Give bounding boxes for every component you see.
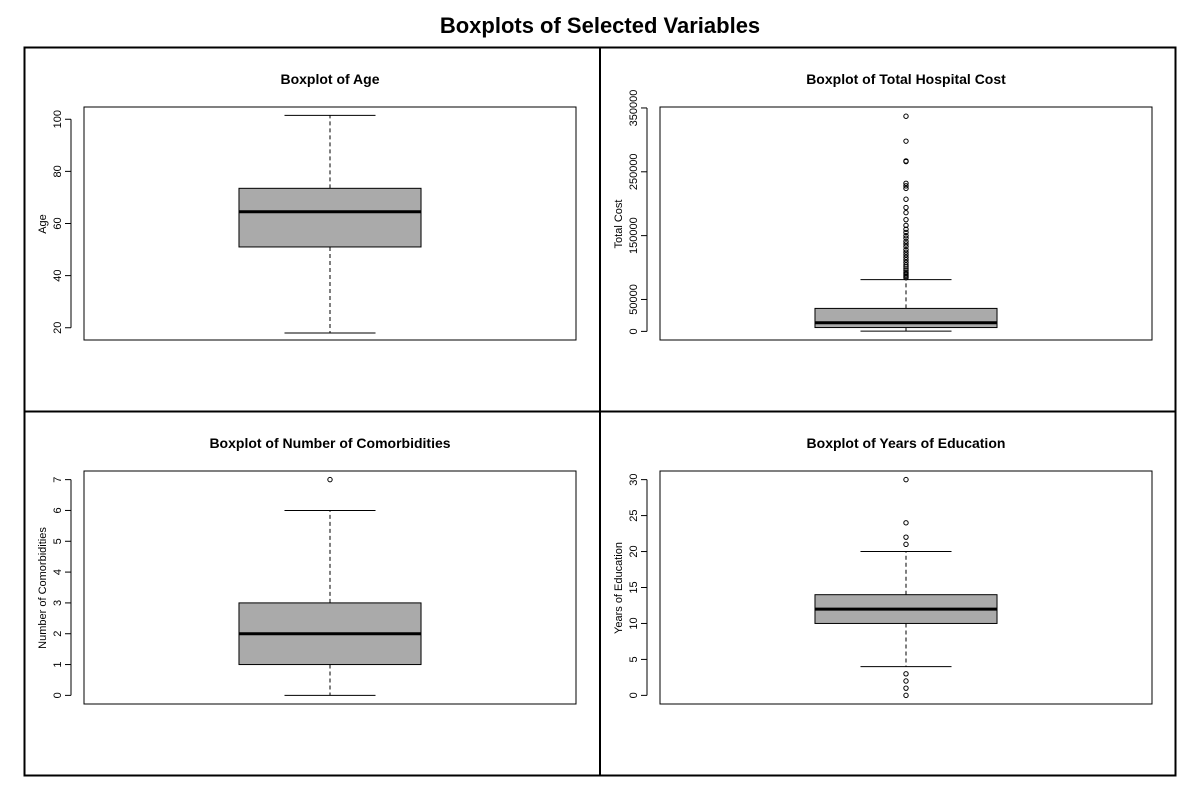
y-tick-label: 6 — [52, 507, 64, 513]
outlier-point — [903, 685, 909, 691]
outlier-point — [903, 238, 909, 245]
outlier-point — [903, 138, 909, 144]
y-tick-label: 7 — [52, 477, 64, 483]
outlier-point — [903, 476, 909, 483]
chart-number-of-comorbidities: Boxplot of Number of Comorbidities Numbe… — [37, 435, 577, 705]
outlier-point — [903, 216, 909, 223]
y-tick-label: 150000 — [628, 217, 640, 254]
outlier-point — [903, 246, 909, 253]
y-axis-label: Number of Comorbidities — [37, 527, 49, 649]
chart-age: Boxplot of Age Age 20 40 60 80 100 — [37, 71, 577, 341]
outlier-point — [903, 229, 909, 236]
y-tick-label: 30 — [628, 474, 640, 486]
outlier-point — [903, 183, 909, 189]
outlier-point — [903, 226, 909, 232]
y-tick-label: 0 — [52, 692, 64, 698]
outlier-point — [903, 541, 909, 548]
outlier-point — [903, 254, 909, 261]
y-tick-label: 100 — [52, 110, 64, 128]
y-tick-label: 0 — [628, 692, 640, 698]
outlier-point — [903, 235, 909, 241]
outlier-point — [903, 204, 909, 211]
y-tick-label: 10 — [628, 617, 640, 629]
outlier-point — [903, 180, 909, 186]
outlier-point — [903, 113, 909, 119]
y-tick-label: 250000 — [628, 153, 640, 190]
outlier-point — [903, 252, 909, 258]
chart-title: Boxplot of Years of Education — [807, 435, 1006, 451]
plot-frame — [659, 470, 1153, 705]
boxplot-marks — [814, 476, 998, 699]
y-tick-label: 15 — [628, 581, 640, 593]
outlier-point — [903, 678, 909, 684]
outlier-point — [903, 209, 909, 216]
iqr-box — [814, 307, 998, 329]
chart-title: Boxplot of Age — [280, 71, 379, 87]
outlier-point — [903, 264, 909, 270]
boxplot-marks — [238, 114, 422, 334]
outlier-point — [327, 476, 333, 483]
outlier-point — [903, 692, 909, 699]
y-tick-label: 50000 — [628, 284, 640, 315]
plot-frame — [659, 106, 1153, 341]
outlier-point — [903, 266, 909, 272]
y-tick-label: 60 — [52, 217, 64, 229]
y-tick-label: 4 — [52, 569, 64, 575]
outlier-point — [903, 275, 909, 281]
outlier-point — [903, 243, 909, 250]
y-tick-label: 5 — [52, 538, 64, 544]
outlier-point — [903, 196, 909, 202]
y-axis-label: Total Cost — [613, 200, 625, 249]
chart-years-of-education: Boxplot of Years of Education Years of E… — [613, 435, 1153, 705]
y-tick-label: 2 — [52, 631, 64, 637]
outlier-point — [903, 257, 909, 263]
plot-frame — [83, 106, 577, 341]
outlier-point — [903, 185, 909, 192]
y-axis: 20 40 60 80 100 — [52, 110, 72, 334]
outlier-point — [903, 241, 909, 247]
y-axis-label: Age — [37, 214, 49, 234]
y-tick-label: 40 — [52, 270, 64, 282]
outlier-point — [903, 534, 909, 540]
y-axis: 0 5 10 15 20 25 30 — [628, 474, 648, 698]
y-tick-label: 1 — [52, 661, 64, 667]
outlier-point — [903, 249, 909, 255]
outlier-point — [903, 262, 909, 268]
boxplot-marks — [238, 476, 422, 696]
y-tick-label: 20 — [52, 322, 64, 334]
y-axis: 0 50000 150000 250000 350000 — [628, 90, 648, 334]
y-tick-label: 0 — [628, 328, 640, 334]
y-axis: 0 1 2 3 4 5 6 7 — [52, 477, 72, 698]
chart-title: Boxplot of Number of Comorbidities — [209, 435, 450, 451]
outlier-point — [903, 232, 909, 239]
chart-total-hospital-cost: Boxplot of Total Hospital Cost Total Cos… — [613, 71, 1153, 341]
y-tick-label: 5 — [628, 656, 640, 662]
y-tick-label: 3 — [52, 600, 64, 606]
y-tick-label: 25 — [628, 509, 640, 521]
boxplot-marks — [814, 113, 998, 332]
figure-title: Boxplots of Selected Variables — [440, 13, 760, 38]
y-tick-label: 20 — [628, 545, 640, 557]
outlier-point — [903, 222, 909, 229]
chart-title: Boxplot of Total Hospital Cost — [806, 71, 1006, 87]
outlier-point — [903, 520, 909, 526]
outlier-point — [903, 671, 909, 677]
plot-frame — [83, 470, 577, 705]
outlier-point — [903, 158, 909, 165]
y-tick-label: 80 — [52, 165, 64, 177]
y-axis-label: Years of Education — [613, 542, 625, 634]
y-tick-label: 350000 — [628, 90, 640, 127]
panel-frames — [23, 46, 1177, 777]
iqr-box — [238, 187, 422, 248]
